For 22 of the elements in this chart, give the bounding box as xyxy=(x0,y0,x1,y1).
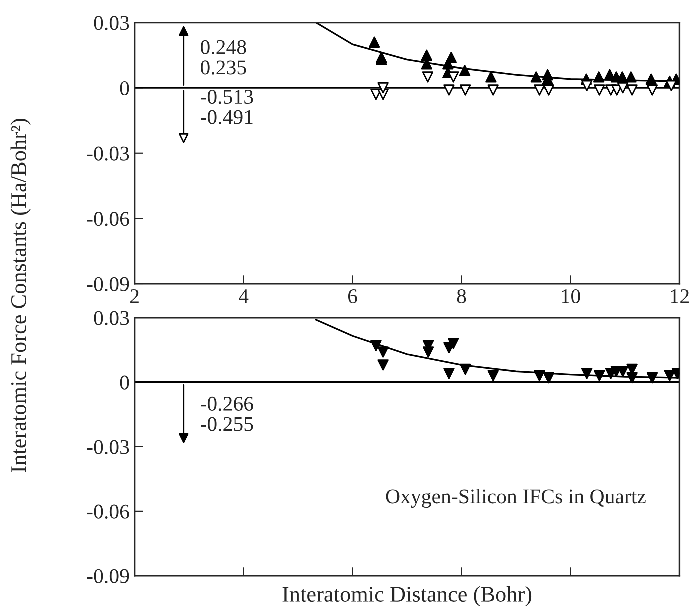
y-tick-label: -0.03 xyxy=(87,146,130,161)
y-axis-title: Interatomic Force Constants (Ha/Bohr²) xyxy=(10,118,31,473)
y-tick-label: -0.03 xyxy=(87,440,130,454)
x-tick-label: 10 xyxy=(562,289,580,304)
y-tick-label: -0.09 xyxy=(87,277,130,292)
y-tick-label: -0.06 xyxy=(87,212,130,226)
x-axis-title: Interatomic Distance (Bohr) xyxy=(282,586,532,607)
y-tick-label: 0.03 xyxy=(94,16,130,30)
annotation: 0.248 0.235 xyxy=(201,40,246,75)
annotation: -0.513 -0.491 xyxy=(200,90,254,124)
y-tick-label: 0 xyxy=(120,81,130,96)
annotation: -0.266 -0.255 xyxy=(200,396,254,432)
x-tick-label: 4 xyxy=(239,290,249,304)
x-tick-label: 6 xyxy=(348,290,358,304)
annotation: Oxygen-Silicon IFCs in Quartz xyxy=(386,489,646,508)
y-tick-label: 0 xyxy=(120,376,130,390)
y-tick-label: -0.09 xyxy=(87,569,130,584)
y-tick-label: 0.03 xyxy=(94,311,130,326)
x-tick-label: 12 xyxy=(671,290,689,304)
x-tick-label: 8 xyxy=(457,289,466,304)
x-tick-label: 2 xyxy=(130,290,139,304)
y-tick-label: -0.06 xyxy=(87,504,130,519)
